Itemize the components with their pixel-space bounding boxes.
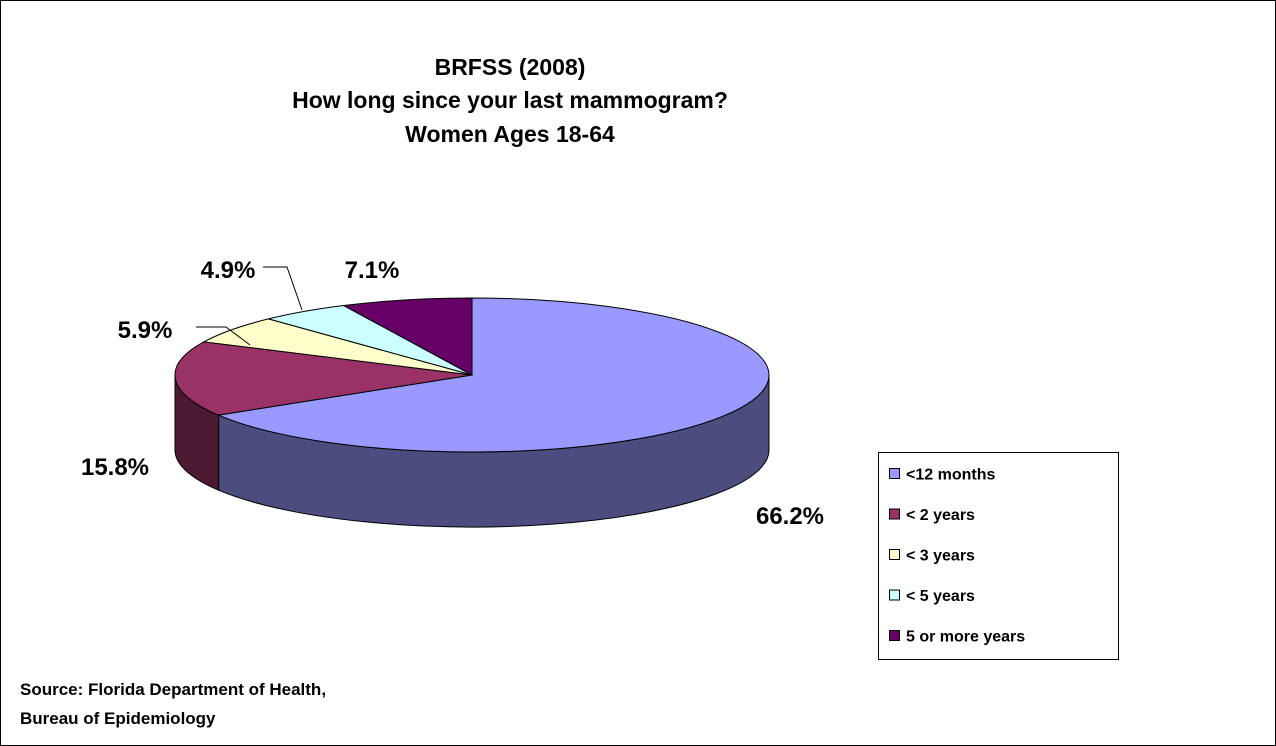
- legend-swatch: [889, 630, 900, 641]
- legend-swatch: [889, 468, 900, 479]
- legend-label: < 5 years: [906, 588, 975, 605]
- chart-title: Women Ages 18-64: [405, 121, 615, 147]
- source-note: Source: Florida Department of Health,: [20, 680, 326, 699]
- chart-title: How long since your last mammogram?: [292, 87, 728, 113]
- data-label: 7.1%: [345, 257, 400, 284]
- leader-line: [263, 266, 303, 311]
- legend-label: < 3 years: [906, 548, 975, 565]
- legend-swatch: [889, 549, 900, 560]
- legend-box: [878, 452, 1119, 660]
- chart-title: BRFSS (2008): [435, 54, 586, 80]
- data-label: 4.9%: [201, 257, 256, 284]
- leader-line: [196, 326, 251, 346]
- legend-label: 5 or more years: [906, 629, 1025, 646]
- data-label: 66.2%: [756, 503, 824, 530]
- slice: [174, 341, 473, 416]
- legend-label: < 2 years: [906, 507, 975, 524]
- slice: [342, 297, 473, 376]
- source-note: Bureau of Epidemiology: [20, 709, 216, 728]
- legend-swatch: [889, 508, 900, 520]
- data-label: 5.9%: [118, 317, 173, 344]
- data-label: 15.8%: [81, 454, 149, 481]
- legend-swatch: [889, 589, 900, 601]
- legend-label: <12 months: [906, 467, 995, 484]
- slice: [216, 297, 770, 453]
